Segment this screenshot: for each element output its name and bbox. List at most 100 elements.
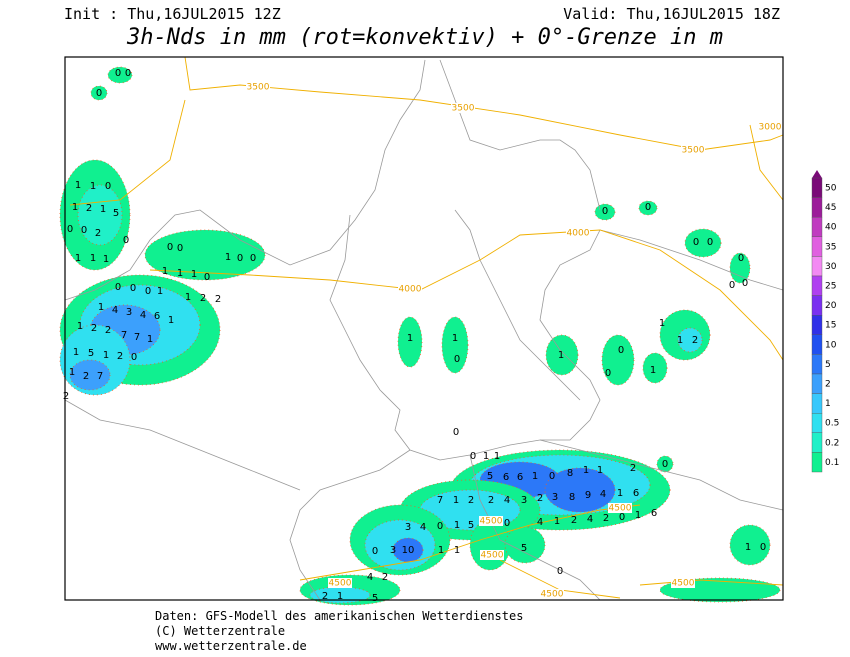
precip-label: 0: [105, 181, 111, 192]
precip-label: 1: [558, 350, 564, 361]
colorbar-swatch: [811, 452, 823, 473]
precip-label: 0: [619, 512, 625, 523]
map-title: 3h-Nds in mm (rot=konvektiv) + 0°-Grenze…: [126, 25, 723, 50]
precip-label: 0: [237, 253, 243, 264]
precip-label: 2: [91, 323, 97, 334]
contour-label: 4500: [609, 504, 632, 514]
precip-label: 9: [585, 490, 591, 501]
precip-label: 3: [390, 545, 396, 556]
precip-label: 0: [760, 542, 766, 553]
contour-label: 3500: [247, 83, 270, 93]
precip-label: 4: [600, 489, 606, 500]
colorbar: 50 45 40 35 30 25 20 15 10 5 2 1 0.5 0.2 0.1: [811, 170, 839, 473]
colorbar-swatch: [811, 295, 823, 316]
precip-label: 1: [452, 333, 458, 344]
precip-label: 1: [185, 292, 191, 303]
footer-source: Daten: GFS-Modell des amerikanischen Wet…: [155, 609, 523, 623]
contour-label: 4500: [329, 579, 352, 589]
colorbar-label: 15: [825, 321, 836, 331]
precip-label: 2: [488, 495, 494, 506]
contour-label: 4500: [480, 517, 503, 527]
precip-label: 3: [126, 307, 132, 318]
contour-label: 4500: [481, 551, 504, 561]
colorbar-swatch: [811, 413, 823, 434]
precip-label: 1: [75, 253, 81, 264]
colorbar-label: 40: [825, 223, 837, 233]
map: 3500350030003500400040004500450045004500…: [59, 56, 784, 606]
contour-label-bg: [479, 516, 503, 526]
precip-label: 2: [382, 572, 388, 583]
precip-label: 7: [97, 371, 103, 382]
precip-area: [144, 229, 266, 281]
precip-label: 2: [468, 495, 474, 506]
precip-label: 4: [112, 305, 118, 316]
precip-label: 0: [602, 206, 608, 217]
precip-label: 0: [662, 459, 668, 470]
precip-label: 2: [322, 591, 328, 602]
precip-label: 1: [157, 286, 163, 297]
precip-label: 2: [571, 515, 577, 526]
precip-label: 5: [468, 520, 474, 531]
precip-label: 6: [633, 488, 639, 499]
precip-label: 0: [177, 243, 183, 254]
precip-label: 2: [63, 391, 69, 402]
precip-label: 2: [95, 228, 101, 239]
contour-label: 4500: [541, 590, 564, 600]
precip-label: 1: [191, 269, 197, 280]
colorbar-label: 5: [825, 360, 831, 370]
precip-label: 4: [140, 310, 146, 321]
precip-label: 0: [131, 352, 137, 363]
precip-area: [107, 66, 133, 84]
precip-area: [90, 85, 108, 101]
precip-label: 5: [487, 471, 493, 482]
precip-label: 2: [692, 335, 698, 346]
precip-label: 2: [215, 294, 221, 305]
borders: [64, 59, 784, 601]
precip-label: 1: [75, 180, 81, 191]
colorbar-swatch: [811, 236, 823, 257]
colorbar-label: 0.2: [825, 438, 839, 448]
precip-label: 1: [650, 365, 656, 376]
precip-label: 8: [567, 468, 573, 479]
colorbar-swatch: [811, 197, 823, 218]
precip-area: [77, 184, 123, 246]
precip-label: 1: [103, 254, 109, 265]
precip-label: 1: [72, 202, 78, 213]
contour-label-bg: [758, 122, 782, 132]
precip-label: 2: [86, 203, 92, 214]
precip-label: 1: [635, 510, 641, 521]
precip-area: [441, 316, 469, 374]
precip-label: 0: [130, 283, 136, 294]
contour-label: 3500: [682, 146, 705, 156]
precip-label: 1: [483, 451, 489, 462]
precip-label: 0: [250, 253, 256, 264]
precip-label: 6: [503, 472, 509, 483]
precip-label: 0: [742, 278, 748, 289]
precip-area: [392, 537, 424, 563]
colorbar-swatch: [811, 354, 823, 375]
precip-label: 0: [693, 237, 699, 248]
precip-label: 2: [83, 371, 89, 382]
precip-label: 1: [583, 465, 589, 476]
precip-area: [69, 359, 111, 391]
precip-label: 0: [549, 471, 555, 482]
precip-label: 1: [90, 253, 96, 264]
contour-label: 4000: [399, 285, 422, 295]
contour-label-bg: [671, 578, 695, 588]
colorbar-label: 50: [825, 184, 837, 194]
precip-label: 8: [569, 492, 575, 503]
precip-label: 0: [125, 68, 131, 79]
colorbar-swatch: [811, 334, 823, 355]
footer-url: www.wetterzentrale.de: [155, 639, 307, 653]
precip-label: 4: [587, 514, 593, 525]
contour-label-bg: [451, 103, 475, 113]
precip-label: 1: [69, 367, 75, 378]
contour-label-bg: [246, 82, 270, 92]
precip-label: 0: [67, 224, 73, 235]
precip-label: 0: [729, 280, 735, 291]
precip-area: [504, 526, 546, 564]
precip-label: 0: [81, 225, 87, 236]
colorbar-swatch: [811, 315, 823, 336]
precip-label: 1: [77, 321, 83, 332]
